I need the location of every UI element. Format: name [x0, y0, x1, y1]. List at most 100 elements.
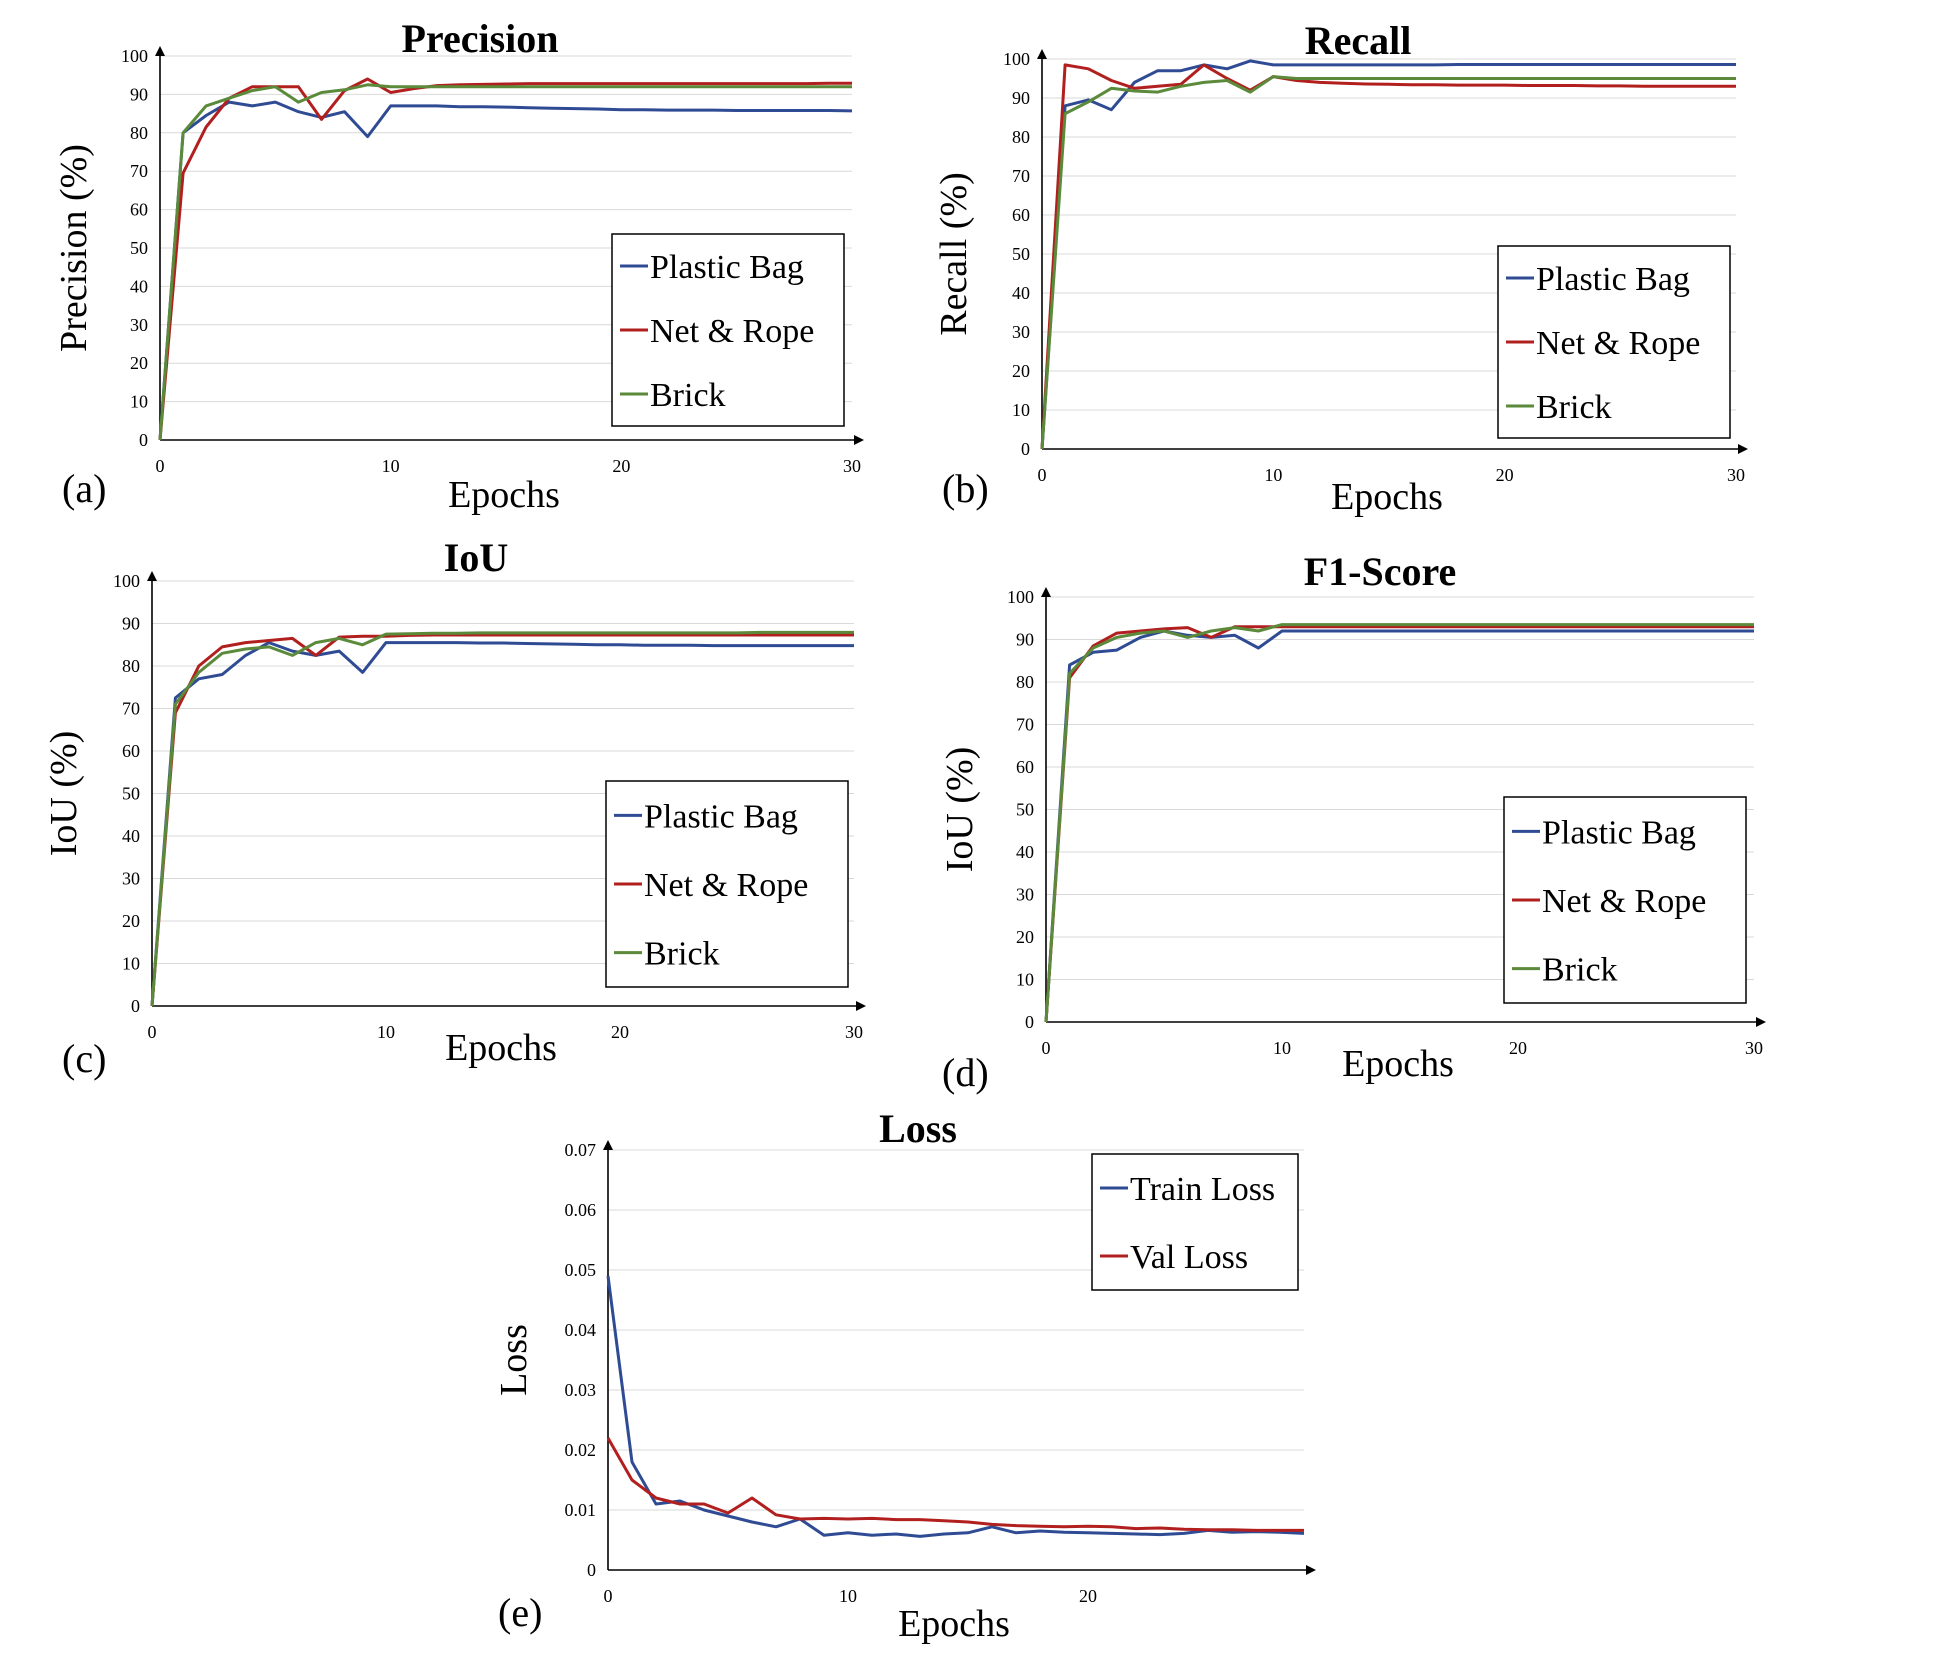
- y-tick-label: 20: [1012, 361, 1030, 381]
- series-line-plastic-bag: [158, 100, 853, 441]
- y-axis-arrow: [1037, 49, 1047, 59]
- series-line-val-loss: [606, 1437, 1304, 1532]
- y-tick-label: 100: [1007, 587, 1034, 607]
- x-tick-label: 10: [377, 1022, 395, 1042]
- legend-label: Plastic Bag: [650, 249, 804, 286]
- series-line-train-loss: [606, 1275, 1305, 1538]
- y-tick-label: 0.02: [565, 1440, 597, 1460]
- chart-e: 0 0.01 0.02 0.03 0.04 0.05 0.06 0.07 0 10 20 Loss Ep…: [493, 1106, 1316, 1645]
- y-tick-label: 10: [1012, 400, 1030, 420]
- y-tick-label: 100: [113, 571, 140, 591]
- chart-d: 0 10 20 30 40 50 60 70 80 90 100 0 10 20 30 F1-Score Epo…: [939, 549, 1766, 1095]
- legend: Plastic Bag Net & Rope Brick: [605, 780, 849, 988]
- chart-b: 0 10 20 30 40 50 60 70 80 90 100 0 10 20 30 Recall Epoch…: [933, 18, 1748, 518]
- panel-label: (d): [942, 1050, 989, 1095]
- x-tick-label: 0: [1042, 1038, 1051, 1058]
- y-tick-label: 90: [122, 614, 140, 634]
- y-tick-label: 0.06: [565, 1200, 597, 1220]
- y-tick-label: 0.01: [565, 1500, 597, 1520]
- y-tick-label: 0.05: [565, 1260, 597, 1280]
- chart-title: F1-Score: [1304, 549, 1457, 594]
- x-tick-label: 30: [1745, 1038, 1763, 1058]
- panel-label: (e): [498, 1590, 542, 1635]
- legend-label: Train Loss: [1130, 1171, 1275, 1208]
- y-tick-label: 0: [139, 430, 148, 450]
- y-tick-label: 90: [130, 84, 148, 104]
- x-axis-label: Epochs: [1331, 476, 1443, 518]
- x-axis-label: Epochs: [898, 1603, 1010, 1645]
- y-axis-arrow: [603, 1140, 613, 1150]
- x-tick-label: 20: [1496, 465, 1514, 485]
- legend-box: [611, 233, 845, 427]
- y-tick-label: 80: [130, 123, 148, 143]
- x-tick-label: 10: [1264, 465, 1282, 485]
- y-tick-label: 0: [587, 1560, 596, 1580]
- legend-label: Net & Rope: [1536, 325, 1700, 362]
- y-tick-label: 90: [1012, 88, 1030, 108]
- y-tick-label: 100: [121, 46, 148, 66]
- x-axis-label: Epochs: [1342, 1043, 1454, 1085]
- x-axis-arrow: [856, 1001, 866, 1011]
- y-tick-label: 50: [130, 238, 148, 258]
- x-axis-arrow: [1738, 444, 1748, 454]
- y-axis-label: Recall (%): [933, 172, 975, 336]
- legend-label: Brick: [650, 377, 726, 414]
- chart-title: IoU: [444, 535, 508, 580]
- y-tick-label: 60: [130, 200, 148, 220]
- y-tick-label: 20: [130, 353, 148, 373]
- y-tick-label: 80: [1012, 127, 1030, 147]
- y-tick-label: 10: [1016, 970, 1034, 990]
- legend-label: Plastic Bag: [644, 798, 798, 835]
- x-tick-label: 10: [839, 1586, 857, 1606]
- x-tick-label: 20: [1079, 1586, 1097, 1606]
- series-line-brick: [1040, 75, 1736, 450]
- x-axis-label: Epochs: [445, 1027, 557, 1069]
- x-axis-arrow: [1756, 1017, 1766, 1027]
- y-axis-label: IoU (%): [43, 731, 85, 857]
- legend: Plastic Bag Net & Rope Brick: [611, 233, 845, 427]
- y-axis-label: Precision (%): [53, 144, 95, 352]
- y-tick-label: 70: [122, 699, 140, 719]
- x-axis-arrow: [854, 435, 864, 445]
- series-line-net-rope: [1040, 63, 1736, 450]
- x-tick-label: 20: [612, 456, 630, 476]
- chart-a: 0 10 20 30 40 50 60 70 80 90 100 0 10 20 30 Precision Ep…: [53, 16, 864, 516]
- y-tick-label: 60: [1016, 757, 1034, 777]
- legend-box: [1091, 1153, 1299, 1291]
- y-axis-label: IoU (%): [939, 747, 981, 873]
- legend-label: Plastic Bag: [1542, 814, 1696, 851]
- x-axis-label: Epochs: [448, 474, 560, 516]
- y-tick-label: 40: [122, 826, 140, 846]
- y-tick-label: 0: [1021, 439, 1030, 459]
- panel-label: (b): [942, 466, 989, 511]
- y-tick-label: 80: [122, 656, 140, 676]
- x-axis-arrow: [1306, 1565, 1316, 1575]
- y-tick-label: 20: [122, 911, 140, 931]
- x-tick-label: 10: [1273, 1038, 1291, 1058]
- y-tick-label: 0: [131, 996, 140, 1016]
- chart-title: Loss: [879, 1106, 957, 1151]
- x-tick-label: 30: [845, 1022, 863, 1042]
- y-tick-label: 40: [1012, 283, 1030, 303]
- y-tick-label: 50: [1012, 244, 1030, 264]
- y-tick-label: 20: [1016, 927, 1034, 947]
- y-tick-label: 50: [1016, 800, 1034, 820]
- legend-label: Brick: [1536, 389, 1612, 426]
- legend-label: Plastic Bag: [1536, 261, 1690, 298]
- legend-label: Brick: [644, 936, 720, 973]
- x-tick-label: 0: [1038, 465, 1047, 485]
- y-tick-label: 0.03: [565, 1380, 597, 1400]
- series-line-brick: [1044, 623, 1754, 1023]
- y-tick-label: 10: [130, 392, 148, 412]
- x-tick-label: 10: [382, 456, 400, 476]
- series-line-plastic-bag: [1040, 59, 1736, 450]
- y-tick-label: 90: [1016, 630, 1034, 650]
- y-axis-label: Loss: [493, 1324, 535, 1396]
- panel-label: (c): [62, 1036, 106, 1081]
- y-tick-label: 30: [1016, 885, 1034, 905]
- legend-box: [1497, 245, 1731, 439]
- legend-label: Net & Rope: [1542, 883, 1706, 920]
- y-axis-arrow: [155, 46, 165, 56]
- legend-label: Net & Rope: [644, 867, 808, 904]
